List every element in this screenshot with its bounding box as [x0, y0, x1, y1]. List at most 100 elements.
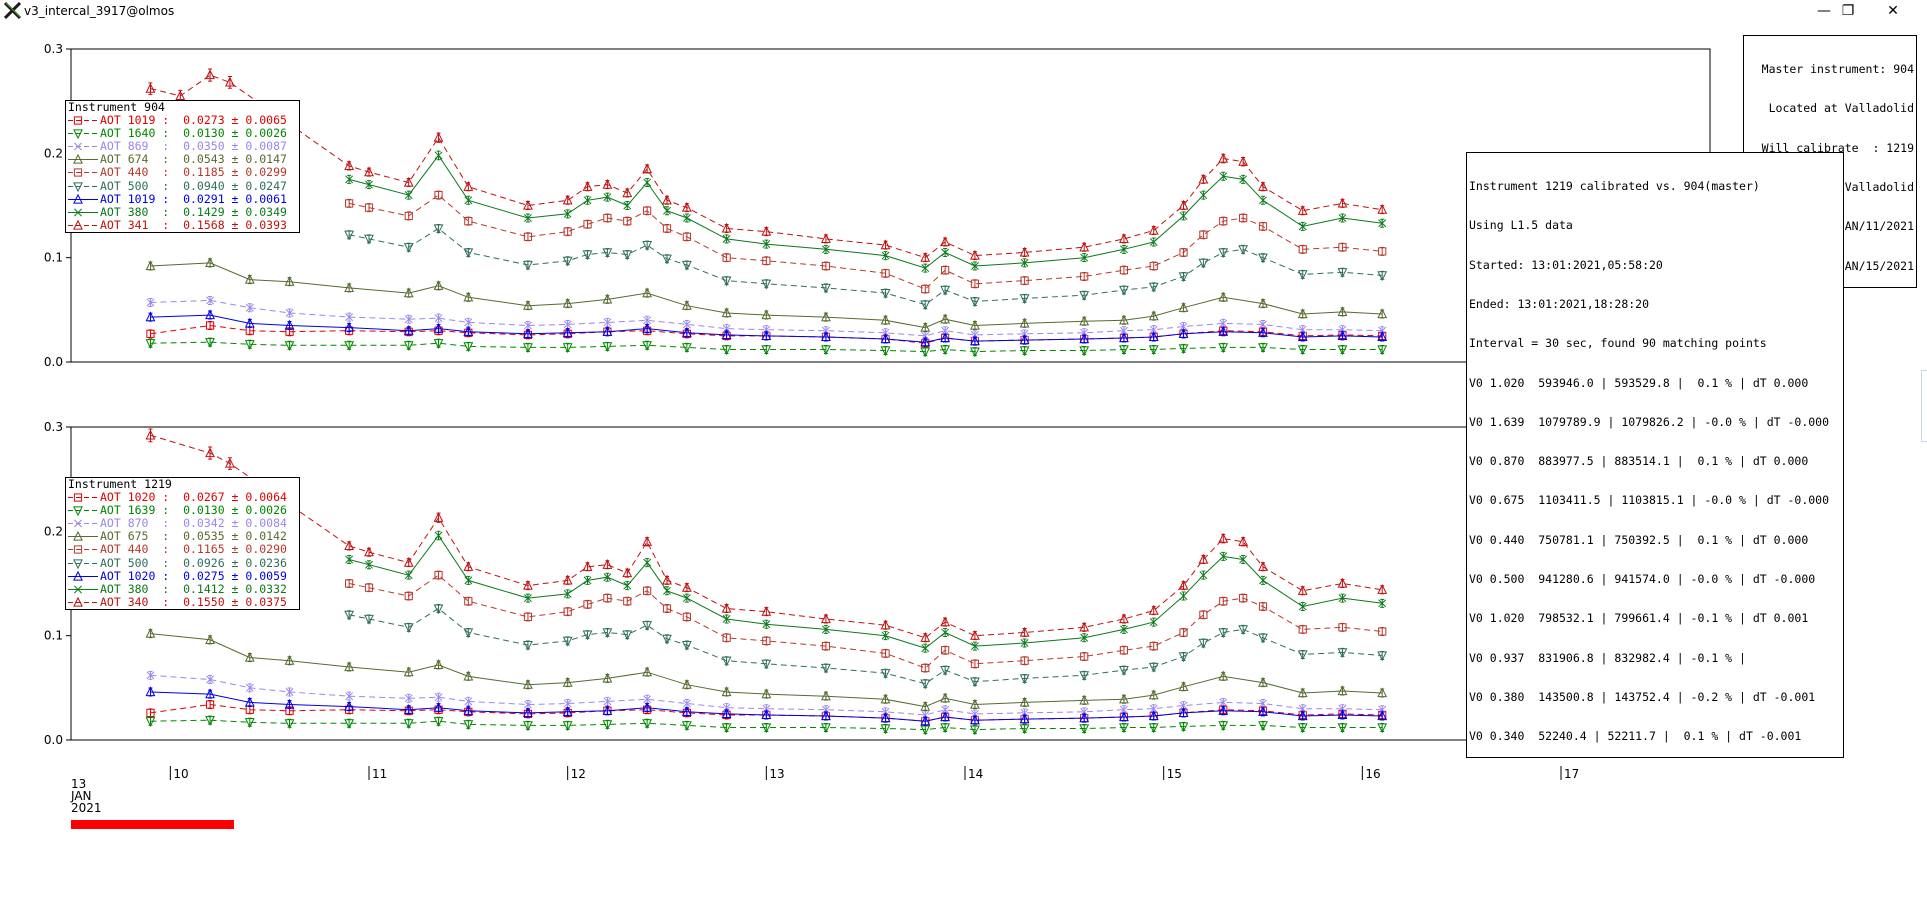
data-point	[940, 236, 951, 247]
data-point	[1020, 639, 1029, 647]
data-point	[941, 628, 950, 637]
data-point	[1119, 245, 1128, 254]
data-point	[1019, 626, 1030, 637]
data-point	[403, 704, 414, 714]
data-point	[1258, 343, 1268, 354]
data-point	[1119, 646, 1129, 655]
data-point	[681, 640, 692, 651]
data-point	[762, 704, 771, 713]
master-info-line: Will calibrate : 1219	[1761, 140, 1914, 155]
data-point	[1119, 285, 1129, 296]
data-point	[563, 607, 572, 616]
data-point	[145, 429, 156, 440]
error-bar	[525, 612, 530, 622]
data-point	[881, 649, 890, 658]
minimize-button[interactable]: —	[1817, 3, 1831, 19]
data-point	[1218, 326, 1229, 336]
data-point	[523, 640, 533, 651]
calibration-line: V0 0.870 883977.5 | 883514.1 | 0.1 % | d…	[1469, 454, 1809, 469]
error-bar	[1201, 230, 1206, 240]
error-bar	[565, 227, 570, 237]
error-bar	[923, 284, 928, 294]
data-point	[523, 343, 533, 354]
data-point	[880, 333, 891, 344]
data-point	[1297, 308, 1308, 319]
data-point	[1219, 698, 1228, 707]
data-point	[582, 561, 593, 571]
data-point	[1377, 331, 1388, 342]
data-point	[464, 318, 473, 327]
data-point	[1199, 230, 1208, 239]
data-point	[364, 546, 374, 557]
data-point	[1079, 621, 1090, 632]
data-point	[721, 276, 732, 287]
data-point	[145, 82, 156, 93]
calibration-line: V0 0.937 831906.8 | 832982.4 | -0.1 % |	[1469, 650, 1746, 665]
legend-label: AOT 380 : 0.1412 ± 0.0332	[100, 581, 287, 596]
data-point	[1178, 579, 1189, 590]
data-point	[1149, 618, 1158, 627]
data-point	[434, 190, 443, 200]
error-bar	[923, 663, 928, 673]
data-point	[205, 257, 215, 267]
data-point	[970, 279, 980, 288]
data-point	[345, 313, 354, 322]
data-point	[433, 280, 444, 290]
data-point	[464, 597, 473, 606]
data-point	[434, 314, 443, 323]
data-point	[643, 586, 652, 595]
data-point	[145, 686, 156, 697]
data-point	[1297, 723, 1308, 734]
data-point	[205, 634, 215, 644]
data-point	[622, 630, 633, 641]
data-point	[761, 225, 772, 236]
error-bar	[525, 232, 530, 242]
data-point	[821, 642, 831, 651]
series-aot-380-7	[345, 530, 1387, 653]
data-point	[602, 672, 613, 683]
data-point	[403, 666, 414, 677]
data-point	[761, 309, 772, 320]
data-point	[681, 706, 692, 716]
data-point	[463, 181, 474, 191]
error-bar	[436, 570, 441, 580]
data-point	[145, 260, 156, 271]
data-point	[1219, 217, 1228, 226]
data-point	[403, 341, 414, 352]
data-point	[1198, 258, 1209, 269]
data-point	[941, 266, 950, 275]
data-point	[1218, 248, 1229, 259]
data-point	[146, 671, 155, 680]
data-point	[583, 220, 592, 229]
data-point	[464, 576, 473, 585]
data-point	[464, 217, 473, 226]
data-point	[880, 239, 891, 250]
legend-label: AOT 1020 : 0.0267 ± 0.0064	[100, 490, 287, 505]
data-point	[563, 227, 572, 236]
calibration-line: Ended: 13:01:2021,18:28:20	[1469, 297, 1650, 312]
data-point	[1337, 685, 1348, 696]
data-point	[722, 703, 731, 712]
data-point	[403, 623, 414, 634]
data-point	[344, 610, 355, 621]
data-point	[1019, 724, 1030, 735]
error-bar	[724, 633, 729, 643]
data-point	[682, 232, 691, 241]
data-point	[821, 245, 830, 254]
data-point	[681, 260, 692, 271]
data-point	[285, 309, 294, 317]
data-point	[284, 341, 295, 352]
scrollbar-edge[interactable]	[1921, 370, 1927, 442]
data-point	[244, 651, 255, 662]
series-aot-674-3	[145, 257, 1388, 333]
legend-entry: AOT 674 : 0.0543 ± 0.0147	[66, 153, 299, 166]
data-point	[970, 659, 980, 668]
data-point	[761, 709, 772, 720]
close-button[interactable]: ✕	[1887, 3, 1899, 19]
data-point	[344, 321, 355, 332]
restore-button[interactable]: ❐	[1841, 3, 1855, 19]
data-point	[1218, 291, 1229, 302]
data-point	[821, 331, 831, 342]
data-point	[1199, 191, 1208, 200]
data-point	[1297, 270, 1308, 281]
